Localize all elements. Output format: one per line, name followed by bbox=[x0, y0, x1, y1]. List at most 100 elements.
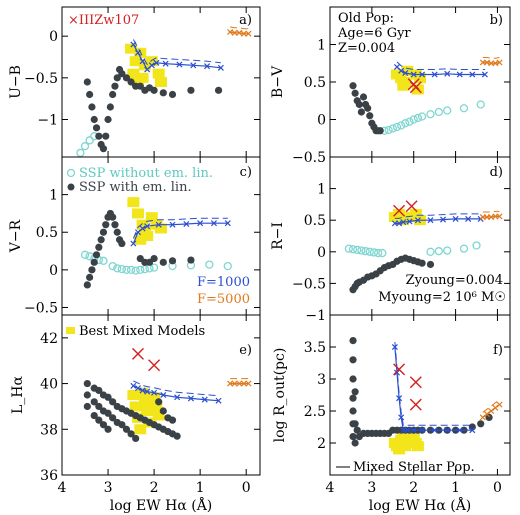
blue-model-point bbox=[190, 62, 197, 69]
orange-model-point bbox=[231, 29, 238, 36]
best-mixed-point bbox=[393, 444, 406, 455]
blue-model-point bbox=[439, 216, 447, 223]
blue-model-point bbox=[402, 69, 409, 77]
panel-e-yticks: 36 38 40 42 bbox=[40, 315, 260, 484]
panel-b-marks bbox=[349, 57, 503, 135]
ytick-label: 2 bbox=[317, 436, 326, 452]
blue-model-point bbox=[456, 427, 463, 434]
ssp-em-point bbox=[95, 132, 103, 140]
ssp-em-point bbox=[90, 258, 98, 266]
ytick-label: 42 bbox=[40, 331, 58, 347]
ssp-em-point bbox=[83, 402, 91, 411]
best-mixed-point bbox=[136, 387, 149, 398]
ssp-em-point bbox=[150, 254, 158, 263]
blue-model-point bbox=[398, 67, 405, 74]
blue-model-point bbox=[406, 218, 413, 225]
blue-model-point bbox=[160, 391, 167, 399]
ssp-noem-point bbox=[117, 264, 127, 274]
ssp-noem-point bbox=[122, 265, 131, 275]
old-pop-label: Old Pop: bbox=[338, 11, 394, 26]
ssp-noem-point bbox=[373, 248, 383, 258]
observed-point bbox=[405, 200, 418, 213]
ssp-em-point bbox=[111, 221, 119, 229]
ssp-em-point bbox=[109, 90, 117, 99]
ssp-em-point bbox=[349, 375, 357, 383]
orange-model-point bbox=[236, 380, 243, 387]
orange-model-point bbox=[240, 380, 247, 387]
best-mixed-point bbox=[125, 43, 138, 54]
best-mixed-point bbox=[155, 77, 167, 87]
ssp-em-point bbox=[122, 425, 131, 433]
ssp-noem-point bbox=[378, 248, 387, 258]
ssp-noem-point bbox=[388, 124, 397, 133]
ssp-em-point bbox=[90, 115, 98, 124]
ytick-label: 38 bbox=[40, 422, 58, 438]
best-mixed-point bbox=[403, 212, 416, 223]
ssp-em-point bbox=[95, 416, 103, 424]
blue-model-point bbox=[410, 71, 417, 78]
blue-model-point bbox=[217, 64, 224, 71]
blue-model-point bbox=[410, 427, 417, 434]
blue-model-point bbox=[393, 369, 401, 376]
old-pop-z: Z=0.004 bbox=[338, 41, 395, 56]
zyoung-label: Zyoung=0.004 bbox=[406, 273, 503, 288]
best-mixed-point bbox=[127, 197, 140, 208]
blue-model-line bbox=[396, 66, 485, 76]
ssp-em-point bbox=[353, 426, 361, 434]
ssp-em-point bbox=[159, 89, 167, 97]
panel-a-ylabel: U−B bbox=[8, 65, 24, 99]
ssp-em-point bbox=[86, 90, 94, 99]
best-mixed-point bbox=[409, 208, 422, 219]
blue-model-point bbox=[139, 58, 146, 65]
ssp-em-point bbox=[357, 108, 365, 116]
blue-model-dashed bbox=[133, 380, 219, 397]
legend-em-marker bbox=[67, 183, 75, 191]
panel-e-label: e) bbox=[239, 343, 252, 358]
ytick-label: 3 bbox=[317, 372, 326, 388]
ssp-em-point bbox=[168, 90, 177, 99]
ssp-em-point bbox=[88, 103, 96, 111]
orange-model-point bbox=[227, 28, 234, 36]
orange-model-point bbox=[231, 380, 238, 387]
ssp-em-point bbox=[97, 236, 105, 244]
ssp-em-point bbox=[113, 74, 121, 82]
xlabel-left: log EW Hα (Å) bbox=[110, 496, 213, 514]
ssp-noem-point bbox=[205, 260, 214, 269]
ssp-em-point bbox=[104, 425, 112, 433]
blue-model-line bbox=[133, 385, 219, 402]
ssp-em-point bbox=[88, 266, 96, 274]
orange-model-point bbox=[245, 30, 252, 37]
ssp-em-point bbox=[187, 256, 195, 264]
blue-model-point bbox=[469, 71, 476, 78]
ssp-em-point bbox=[83, 379, 91, 388]
panel-c-yticks: −0.5 0 0.5 1 bbox=[24, 157, 260, 316]
panel-a-label: a) bbox=[239, 13, 252, 28]
xtick-label: 2 bbox=[409, 480, 418, 496]
ytick-label: 3.5 bbox=[304, 340, 326, 356]
blue-model-point bbox=[444, 427, 451, 434]
blue-model-point bbox=[400, 219, 407, 226]
best-mixed-point bbox=[131, 208, 144, 219]
xlabel-right: log EW Hα (Å) bbox=[369, 496, 472, 514]
blue-model-point bbox=[130, 240, 137, 247]
panel-d-ylabel: R−I bbox=[270, 222, 286, 250]
blue-model-dashed bbox=[132, 39, 221, 66]
panel-f-label: f) bbox=[493, 343, 503, 358]
best-mixed-point bbox=[134, 234, 147, 245]
ytick-label: 2.5 bbox=[304, 404, 326, 420]
ssp-noem-point bbox=[348, 245, 358, 254]
ssp-em-point bbox=[159, 258, 167, 266]
blue-model-point bbox=[144, 223, 151, 230]
ytick-label: −0.5 bbox=[292, 276, 326, 292]
ssp-em-point bbox=[150, 86, 158, 94]
ssp-noem-point bbox=[434, 107, 443, 117]
orange-model-dashed bbox=[230, 26, 249, 30]
xticks-right: 4 3 2 1 0 bbox=[326, 480, 502, 496]
ssp-em-point bbox=[173, 432, 181, 440]
orange-model-dashed bbox=[482, 57, 500, 59]
panel-a: −1 −0.5 0 U−B a) ×IIIZw107 bbox=[8, 6, 261, 158]
ytick-label: 0.5 bbox=[304, 213, 326, 229]
best-mixed-point bbox=[393, 208, 406, 219]
ssp-em-point bbox=[485, 413, 493, 421]
blue-model-point bbox=[139, 225, 146, 232]
